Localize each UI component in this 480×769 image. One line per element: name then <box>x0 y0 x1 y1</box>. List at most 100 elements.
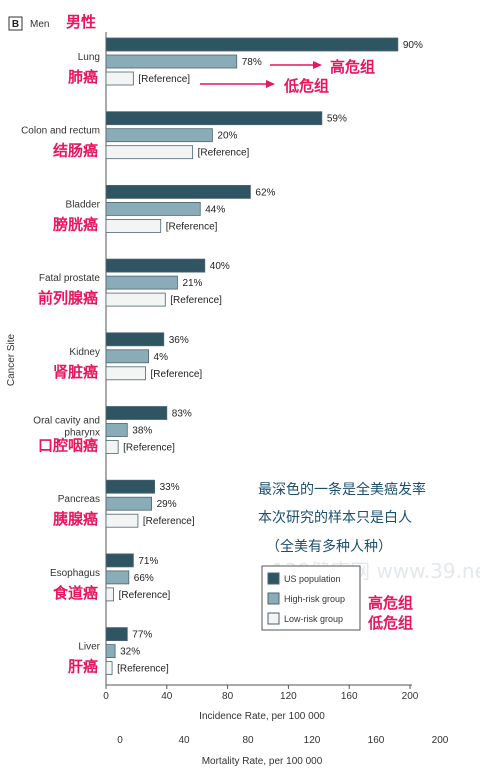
reference-label: [Reference] <box>119 590 171 601</box>
legend: US population High-risk group Low-risk g… <box>261 565 413 632</box>
reference-label: [Reference] <box>170 295 222 306</box>
bar-value-label: 33% <box>160 482 180 493</box>
note-line-1: 最深色的一条是全美癌发率 <box>258 481 426 498</box>
high-arrow-head <box>313 61 322 69</box>
legend-label-high: High-risk group <box>284 594 345 604</box>
x-ticks: 0 40 80 120 160 200 0 40 80 120 160 200 <box>103 685 449 746</box>
legend-swatch-high <box>267 592 280 605</box>
bar-value-label: 66% <box>134 573 154 584</box>
bar-value-label: 36% <box>169 335 189 346</box>
panel-title: Men <box>30 19 49 30</box>
x2-tick-label: 200 <box>432 735 449 746</box>
category-label-zh: 肾脏癌 <box>53 363 98 381</box>
reference-label: [Reference] <box>138 74 190 85</box>
category-label-en: Liver <box>78 642 100 653</box>
bar-low <box>105 587 114 602</box>
reference-label: [Reference] <box>123 443 175 454</box>
note-line-3: （全美有多种人种） <box>266 538 392 555</box>
lung-annotations: 高危组 低危组 <box>200 58 375 95</box>
bar-value-label: 21% <box>182 278 202 289</box>
bar-value-label: 44% <box>205 204 225 215</box>
x-axis-title-incidence: Incidence Rate, per 100 000 <box>199 711 325 722</box>
x2-tick-label: 120 <box>304 735 321 746</box>
bar-value-label: 59% <box>327 114 347 125</box>
bar-value-label: 71% <box>138 556 158 567</box>
reference-label: [Reference] <box>151 369 203 380</box>
annotation-high-zh: 高危组 <box>330 58 375 76</box>
bar-value-label: 78% <box>242 57 262 68</box>
bar-us <box>105 406 168 420</box>
x-tick-label: 200 <box>402 691 419 702</box>
bar-value-label: 83% <box>172 409 192 420</box>
x2-tick-label: 160 <box>368 735 385 746</box>
bar-low <box>105 71 134 86</box>
panel-title-zh: 男性 <box>66 13 96 31</box>
bar-us <box>105 258 206 273</box>
category-label-en: Bladder <box>66 199 101 210</box>
category-labels: Lung 肺癌 Colon and rectum 结肠癌 Bladder 膀胱癌 Fatal… <box>21 52 101 676</box>
category-label-en: Pancreas <box>58 494 100 505</box>
bar-us <box>105 332 165 347</box>
reference-label: [Reference] <box>166 221 218 232</box>
y-axis-label: Cancer Site <box>6 333 17 386</box>
category-label-en: Lung <box>78 52 100 63</box>
legend-label-low: Low-risk group <box>284 614 343 624</box>
category-label-en: Oral cavity and <box>33 416 100 427</box>
category-label-zh: 胰腺癌 <box>53 510 98 528</box>
bar-us <box>105 553 134 568</box>
bar-high <box>105 644 116 658</box>
bar-value-label: 38% <box>132 426 152 437</box>
bar-value-label: 40% <box>210 261 230 272</box>
category-label-zh: 结肠癌 <box>53 142 98 160</box>
category-label-zh: 膀胱癌 <box>53 215 98 233</box>
category-label-zh: 口腔咽癌 <box>38 437 98 455</box>
category-label-en: Colon and rectum <box>21 126 100 137</box>
bar-value-label: 62% <box>255 187 275 198</box>
bar-low <box>105 366 146 381</box>
bar-low <box>105 292 166 307</box>
category-label-en: Kidney <box>69 347 100 358</box>
category-label-zh: 前列腺癌 <box>38 289 98 307</box>
bar-us <box>105 184 251 199</box>
category-label-zh: 食道癌 <box>53 584 98 602</box>
legend-low-zh: 低危组 <box>367 614 413 632</box>
bar-value-label: 90% <box>403 40 423 51</box>
annotation-low-zh: 低危组 <box>283 77 329 95</box>
legend-label-us: US population <box>284 574 341 584</box>
bar-value-label: 29% <box>157 499 177 510</box>
x-axis-title-mortality: Mortality Rate, per 100 000 <box>202 756 323 767</box>
bar-low <box>105 513 139 528</box>
x-tick-label: 160 <box>341 691 358 702</box>
bar-high <box>105 349 149 364</box>
bar-high <box>105 423 128 437</box>
x2-tick-label: 40 <box>178 735 190 746</box>
x-tick-label: 40 <box>161 691 173 702</box>
bar-value-label: 4% <box>154 352 169 363</box>
note: 最深色的一条是全美癌发率 本次研究的样本只是白人 （全美有多种人种） <box>258 481 426 555</box>
x-tick-label: 120 <box>280 691 297 702</box>
reference-label: [Reference] <box>143 516 195 527</box>
low-arrow-head <box>266 80 275 88</box>
bar-high <box>105 201 201 216</box>
bar-high <box>105 275 178 290</box>
bar-us <box>105 479 156 494</box>
bar-low <box>105 218 162 233</box>
panel-header: B Men 男性 <box>8 13 96 31</box>
x-tick-label: 0 <box>103 691 109 702</box>
bar-high <box>105 570 130 585</box>
legend-high-zh: 高危组 <box>368 594 413 612</box>
bar-value-label: 32% <box>120 647 140 658</box>
bar-us <box>105 111 323 126</box>
x-tick-label: 80 <box>222 691 234 702</box>
bar-us <box>105 627 128 641</box>
note-line-2: 本次研究的样本只是白人 <box>258 510 412 526</box>
reference-label: [Reference] <box>117 664 169 675</box>
bars-layer: 90% 78% [Reference] 59% 20% [Reference] 62% 44%… <box>105 37 423 675</box>
category-label-zh: 肝癌 <box>68 658 98 676</box>
category-label-zh: 肺癌 <box>68 68 98 86</box>
bar-value-label: 20% <box>217 131 237 142</box>
category-label-en: Fatal prostate <box>39 273 101 284</box>
panel-letter: B <box>12 19 19 30</box>
legend-swatch-us <box>267 572 280 585</box>
